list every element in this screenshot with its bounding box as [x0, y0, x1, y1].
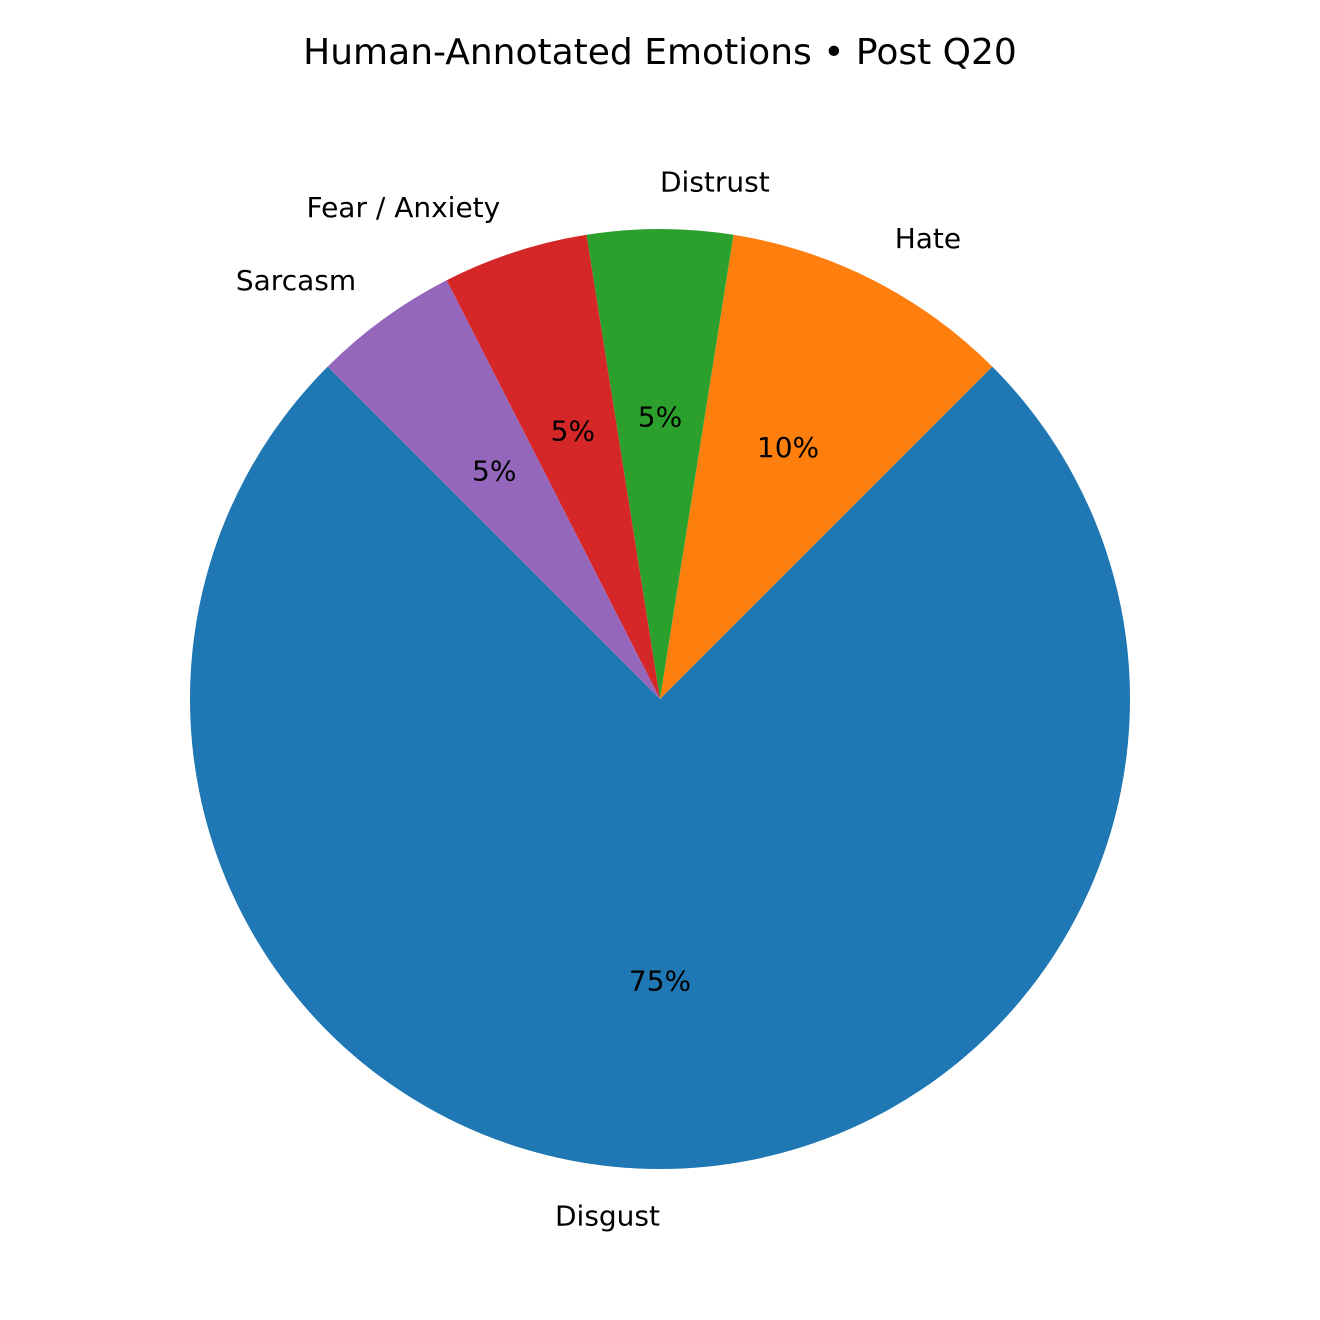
pie-slice-disgust: [190, 366, 1131, 1170]
percent-label-fear-anxiety: 5%: [551, 414, 595, 447]
pie-slices: [190, 229, 1131, 1170]
percent-label-hate: 10%: [757, 431, 819, 464]
category-label-distrust: Distrust: [660, 166, 770, 199]
percent-label-disgust: 75%: [629, 965, 691, 998]
pie-slice-sarcasm: [327, 280, 660, 699]
category-label-sarcasm: Sarcasm: [236, 264, 356, 297]
pie-slice-fear-anxiety: [446, 234, 660, 700]
percent-label-sarcasm: 5%: [472, 454, 516, 487]
pie-slice-hate: [660, 234, 993, 700]
category-label-fear-anxiety: Fear / Anxiety: [307, 191, 501, 224]
category-label-disgust: Disgust: [555, 1200, 660, 1233]
percent-labels: 75% 10% 5% 5% 5%: [472, 401, 819, 998]
category-label-hate: Hate: [895, 222, 961, 255]
chart-title: Human-Annotated Emotions • Post Q20: [303, 32, 1017, 73]
pie-slice-distrust: [586, 229, 734, 700]
category-labels: Disgust Hate Distrust Fear / Anxiety Sarcasm: [236, 166, 961, 1233]
percent-label-distrust: 5%: [638, 401, 682, 434]
